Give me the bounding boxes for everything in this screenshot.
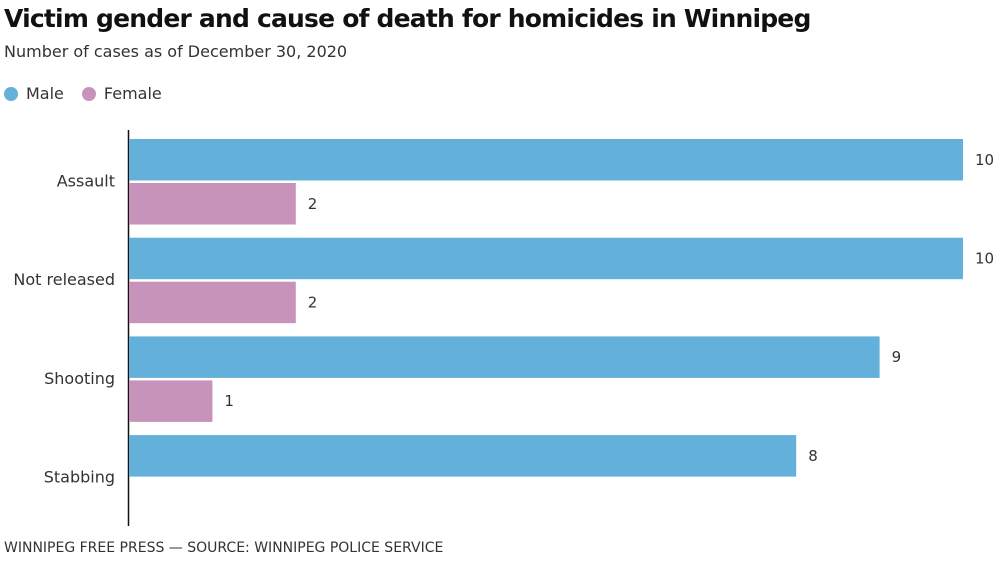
data-label-male: 10 [975, 249, 994, 267]
bar-male [129, 435, 797, 477]
data-label-male: 9 [892, 348, 902, 366]
legend-item-female: Female [81, 84, 162, 103]
bar-male [129, 336, 880, 378]
data-label-male: 8 [808, 447, 818, 465]
legend-label-female: Female [103, 84, 162, 103]
bar-female [129, 380, 213, 422]
source-footer: WINNIPEG FREE PRESS — SOURCE: WINNIPEG P… [4, 540, 444, 556]
category-label: Not released [13, 270, 115, 289]
data-label-female: 2 [308, 195, 318, 213]
data-label-male: 10 [975, 151, 994, 169]
legend-label-male: Male [26, 84, 64, 103]
legend-swatch-female [81, 86, 96, 101]
data-label-female: 2 [308, 293, 318, 311]
legend-item-male: Male [4, 84, 64, 103]
data-label-female: 1 [224, 392, 234, 410]
legend-swatch-male [4, 86, 18, 101]
bar-male [129, 139, 963, 181]
bar-female [129, 183, 296, 225]
category-label: Shooting [44, 369, 115, 388]
category-label: Stabbing [44, 468, 115, 487]
legend: Male Female [4, 84, 180, 103]
bars-group: Assault 10 2 Not released 10 2 Shooting 9 1 Stabb… [13, 139, 994, 487]
bar-male [129, 237, 963, 280]
bar-female [129, 281, 296, 324]
chart-subtitle: Number of cases as of December 30, 2020 [4, 42, 348, 61]
chart-title: Victim gender and cause of death for hom… [4, 4, 811, 33]
category-label: Assault [57, 172, 115, 191]
